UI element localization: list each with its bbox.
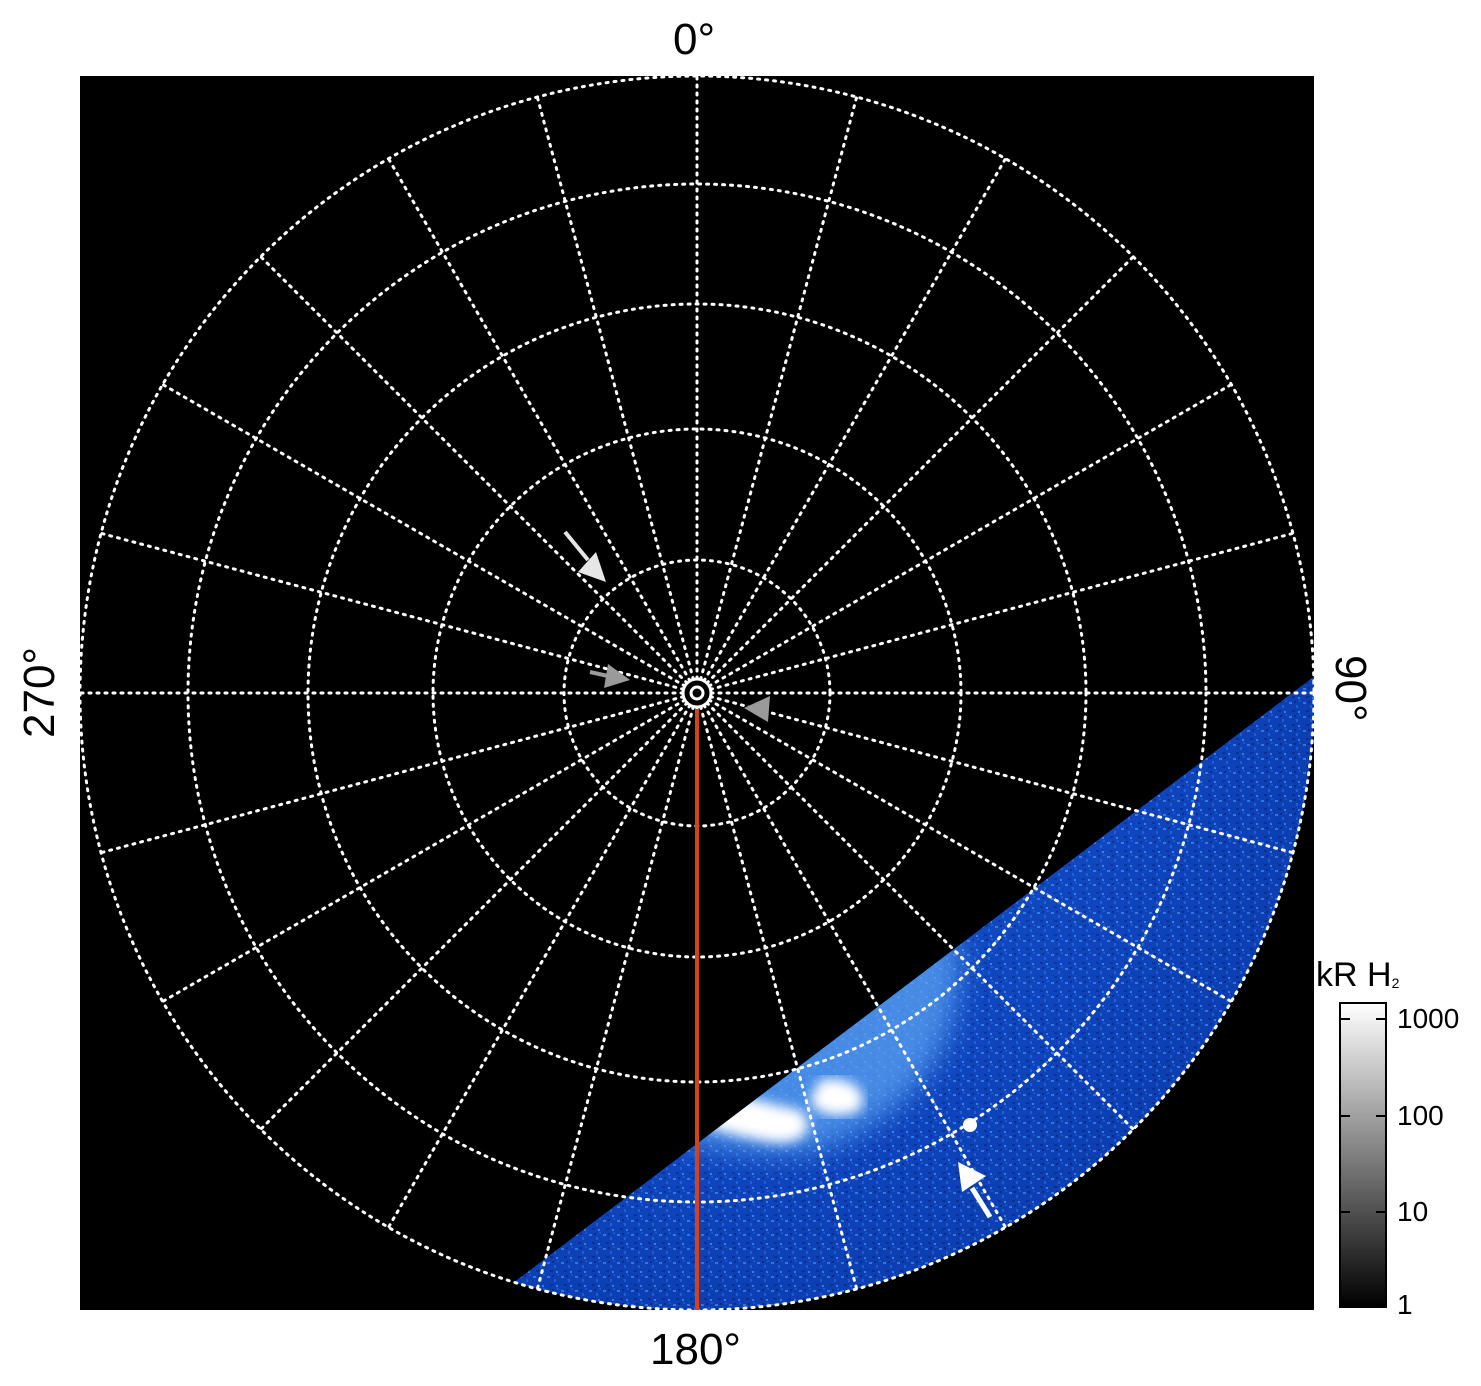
- colorbar-tick-label: 1: [1397, 1289, 1413, 1320]
- meridian-line: [702, 157, 1007, 683]
- colorbar-tick-label: 1000: [1397, 1003, 1460, 1034]
- meridian-line: [702, 703, 1007, 1229]
- meridian-line: [161, 383, 687, 688]
- colorbar-title-text: kR H: [1316, 956, 1392, 994]
- meridian-line: [709, 531, 1295, 691]
- arrow-light-upper: [563, 530, 606, 582]
- meridian-line: [161, 698, 687, 1003]
- meridian-line: [707, 383, 1233, 688]
- pole-marker: [681, 677, 713, 709]
- meridian-line: [535, 95, 695, 681]
- colorbar-tick-label: 100: [1397, 1100, 1444, 1131]
- arrow-gray-left: [589, 664, 630, 688]
- meridian-line: [705, 701, 1135, 1131]
- meridian-line: [699, 95, 859, 681]
- meridian-line: [709, 695, 1295, 855]
- label-0-degrees: 0°: [673, 15, 716, 64]
- colorbar: [1339, 1002, 1387, 1308]
- colorbar-title: kR H2: [1316, 958, 1399, 992]
- meridian-line: [387, 157, 692, 683]
- meridian-line: [99, 695, 685, 855]
- arrow-gray-right: [744, 696, 770, 722]
- colorbar-tick-label: 10: [1397, 1196, 1429, 1227]
- meridian-line: [387, 703, 692, 1229]
- meridian-line: [707, 698, 1233, 1003]
- meridian-line: [259, 255, 689, 685]
- arrow-white-lower: [958, 1162, 993, 1219]
- meridian-line: [705, 255, 1135, 685]
- meridian-line: [99, 531, 685, 691]
- colorbar-title-subscript: 2: [1391, 975, 1400, 991]
- label-90-degrees: 90°: [1326, 655, 1375, 722]
- meridian-line: [259, 701, 689, 1131]
- label-270-degrees: 270°: [15, 646, 64, 738]
- label-180-degrees: 180°: [650, 1325, 742, 1374]
